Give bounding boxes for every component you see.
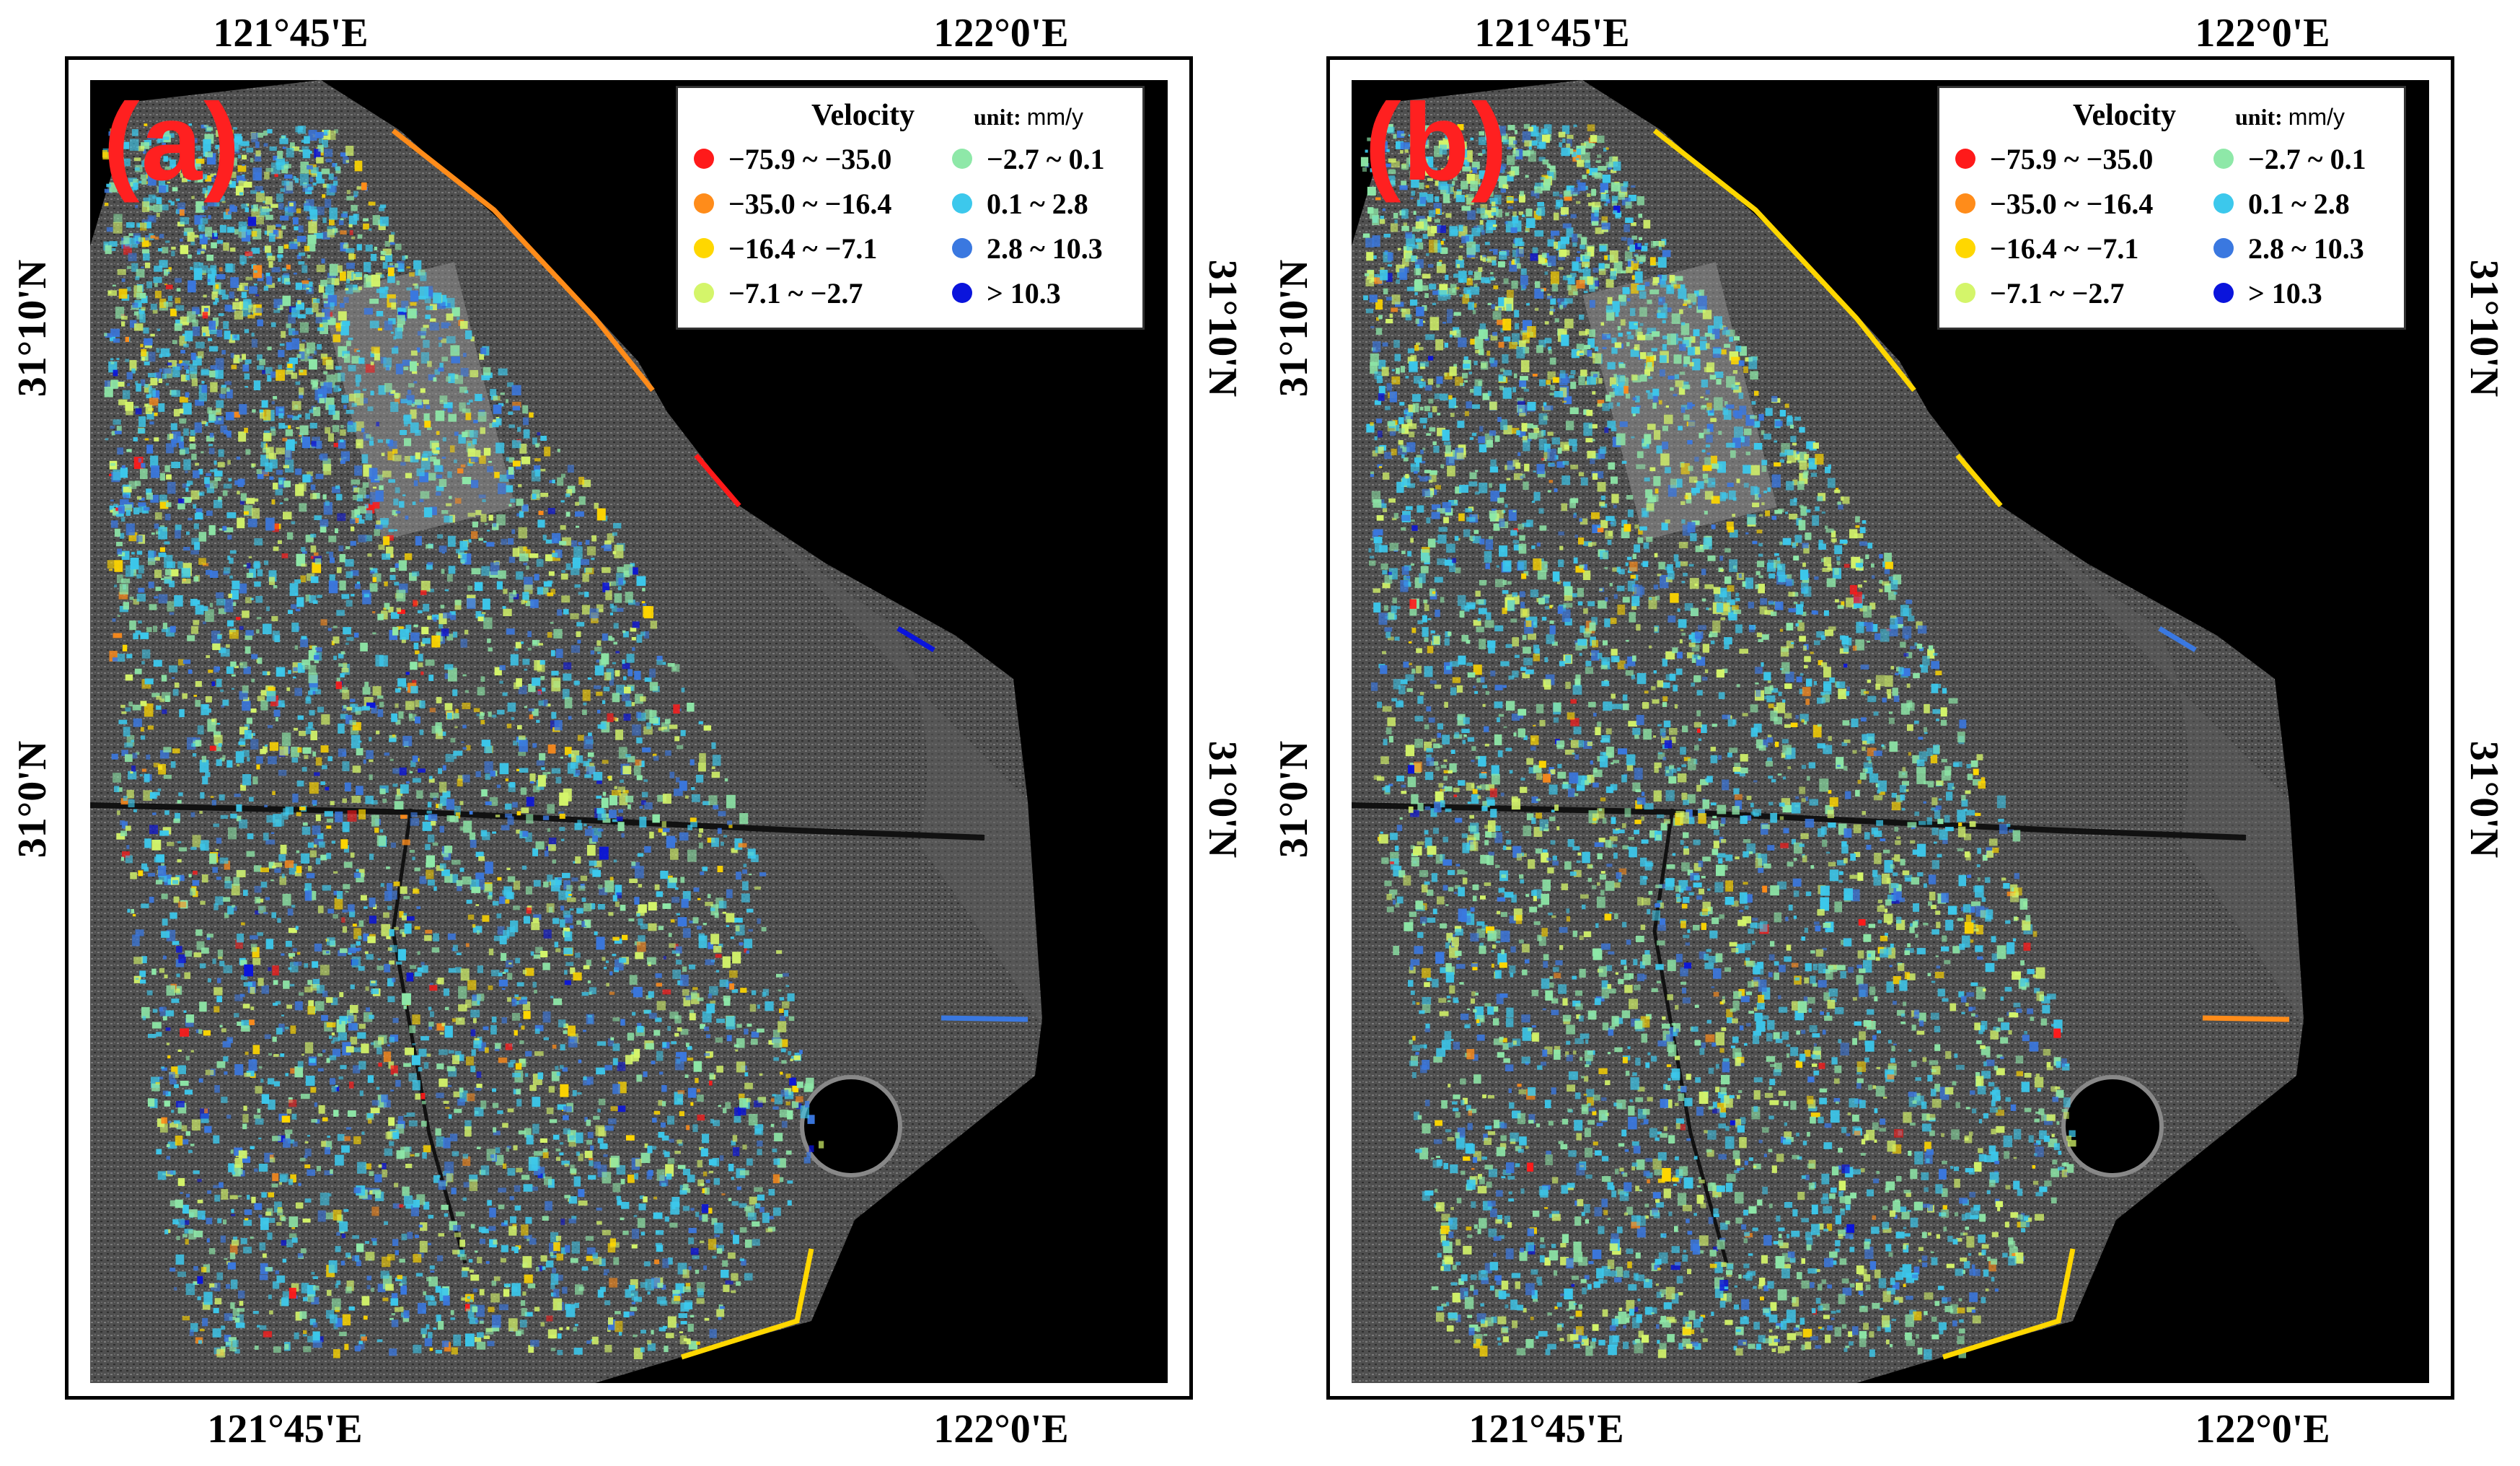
legend-swatch xyxy=(2213,283,2234,303)
lake-ring xyxy=(800,1075,902,1177)
legend-swatch xyxy=(694,238,714,258)
legend-swatch xyxy=(952,238,972,258)
map-panel-a: 121°45'E 122°0'E 121°45'E 122°0'E 31°10'… xyxy=(0,0,1259,1466)
legend-label: −75.9 ~ −35.0 xyxy=(1990,142,2154,175)
legend-swatch xyxy=(1955,149,1975,169)
map-frame: (b) Velocity unit: mm/y −75.9 ~ −35.0 −35… xyxy=(1326,56,2454,1400)
left-tick-31-10: 31°10'N xyxy=(1272,259,1316,398)
legend-item: 2.8 ~ 10.3 xyxy=(2213,229,2364,267)
coastal-points xyxy=(1652,128,2290,1360)
legend-swatch xyxy=(694,283,714,303)
velocity-points xyxy=(1360,123,2076,1360)
right-tick-31-10: 31°10'N xyxy=(1200,259,1245,398)
legend-item: −2.7 ~ 0.1 xyxy=(952,140,1105,177)
legend-item: 0.1 ~ 2.8 xyxy=(2213,185,2350,222)
map-panel-b: 121°45'E 122°0'E 121°45'E 122°0'E 31°10'… xyxy=(1261,0,2520,1466)
bottom-tick-122-0: 122°0'E xyxy=(933,1407,1069,1452)
legend-swatch xyxy=(2213,238,2234,258)
legend-unit: unit: mm/y xyxy=(974,104,1083,130)
velocity-points xyxy=(102,123,824,1359)
map-frame: (a) Velocity unit: mm/y −75.9 ~ −35.0 −35… xyxy=(65,56,1193,1400)
left-tick-31-10: 31°10'N xyxy=(10,259,55,398)
lake-ring xyxy=(2061,1075,2164,1177)
top-tick-121-45: 121°45'E xyxy=(1474,11,1630,56)
mudflat-coast xyxy=(739,506,1042,1025)
bottom-tick-122-0: 122°0'E xyxy=(2195,1407,2330,1452)
legend-label: 0.1 ~ 2.8 xyxy=(2248,187,2350,220)
bottom-tick-121-45: 121°45'E xyxy=(1468,1407,1624,1452)
panel-label: (a) xyxy=(103,81,242,203)
left-tick-31-0: 31°0'N xyxy=(1272,740,1316,859)
top-tick-122-0: 122°0'E xyxy=(933,11,1069,56)
legend-item: −7.1 ~ −2.7 xyxy=(694,274,863,312)
legend-swatch xyxy=(1955,283,1975,303)
legend: Velocity unit: mm/y −75.9 ~ −35.0 −35.0 ~… xyxy=(1937,86,2406,330)
legend-unit: unit: mm/y xyxy=(2235,104,2345,130)
legend-label: −7.1 ~ −2.7 xyxy=(1990,276,2125,310)
legend-item: −35.0 ~ −16.4 xyxy=(694,185,891,222)
right-tick-31-0: 31°0'N xyxy=(2462,740,2506,859)
legend-swatch xyxy=(1955,238,1975,258)
legend-item: −35.0 ~ −16.4 xyxy=(1955,185,2153,222)
right-tick-31-0: 31°0'N xyxy=(1200,740,1245,859)
legend-item: −16.4 ~ −7.1 xyxy=(694,229,877,267)
legend-item: −2.7 ~ 0.1 xyxy=(2213,140,2366,177)
legend-title: Velocity xyxy=(2073,99,2177,132)
legend-swatch xyxy=(952,149,972,169)
mudflat-coast xyxy=(2001,506,2304,1025)
legend-label: 2.8 ~ 10.3 xyxy=(987,232,1103,265)
legend-swatch xyxy=(2213,193,2234,214)
legend-item: > 10.3 xyxy=(952,274,1061,312)
top-tick-122-0: 122°0'E xyxy=(2195,11,2330,56)
legend-item: 0.1 ~ 2.8 xyxy=(952,185,1088,222)
left-tick-31-0: 31°0'N xyxy=(10,740,55,859)
bottom-tick-121-45: 121°45'E xyxy=(207,1407,363,1452)
legend-label: −2.7 ~ 0.1 xyxy=(2248,142,2366,175)
coastal-points xyxy=(391,128,1028,1360)
legend-swatch xyxy=(694,193,714,214)
legend-item: −75.9 ~ −35.0 xyxy=(694,140,891,177)
top-tick-121-45: 121°45'E xyxy=(213,11,369,56)
legend-label: −16.4 ~ −7.1 xyxy=(1990,232,2139,265)
legend-label: −35.0 ~ −16.4 xyxy=(728,187,892,220)
legend-item: −16.4 ~ −7.1 xyxy=(1955,229,2138,267)
map-image xyxy=(1352,80,2429,1383)
velocity-map xyxy=(1352,80,2429,1383)
legend-label: 0.1 ~ 2.8 xyxy=(987,187,1088,220)
legend-swatch xyxy=(2213,149,2234,169)
legend-swatch xyxy=(1955,193,1975,214)
right-tick-31-10: 31°10'N xyxy=(2462,259,2506,398)
legend-label: −16.4 ~ −7.1 xyxy=(728,232,878,265)
legend-item: 2.8 ~ 10.3 xyxy=(952,229,1103,267)
legend-label: −2.7 ~ 0.1 xyxy=(987,142,1105,175)
legend-item: > 10.3 xyxy=(2213,274,2322,312)
legend-label: > 10.3 xyxy=(987,276,1061,310)
panel-label: (b) xyxy=(1365,81,1510,203)
legend-label: 2.8 ~ 10.3 xyxy=(2248,232,2364,265)
legend-label: −7.1 ~ −2.7 xyxy=(728,276,863,310)
legend-title: Velocity xyxy=(811,99,915,132)
legend-swatch xyxy=(952,193,972,214)
legend-swatch xyxy=(694,149,714,169)
legend-label: −35.0 ~ −16.4 xyxy=(1990,187,2154,220)
legend-label: −75.9 ~ −35.0 xyxy=(728,142,892,175)
legend-item: −75.9 ~ −35.0 xyxy=(1955,140,2153,177)
legend: Velocity unit: mm/y −75.9 ~ −35.0 −35.0 ~… xyxy=(676,86,1145,330)
legend-item: −7.1 ~ −2.7 xyxy=(1955,274,2124,312)
legend-swatch xyxy=(952,283,972,303)
legend-label: > 10.3 xyxy=(2248,276,2322,310)
